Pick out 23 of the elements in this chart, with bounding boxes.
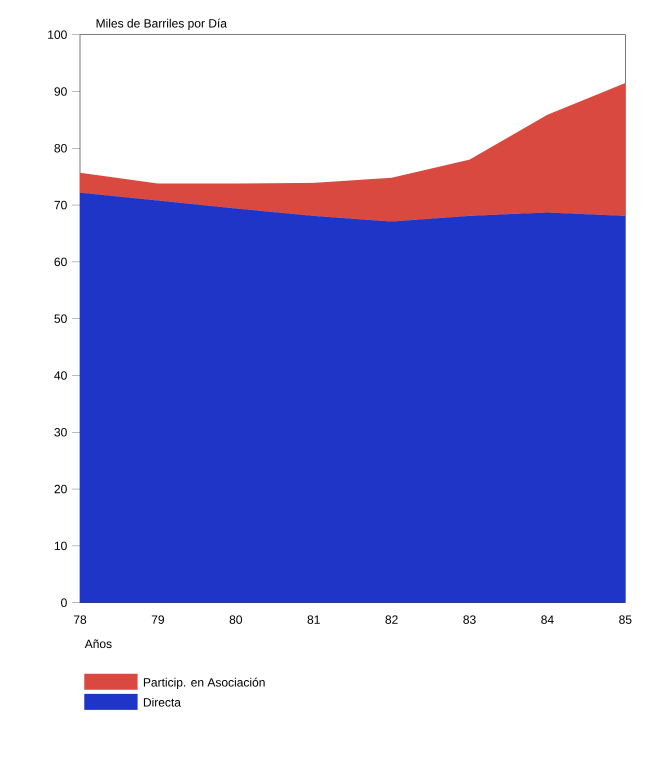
x-tick-label: 78 bbox=[74, 615, 86, 624]
y-tick-label: 30 bbox=[54, 428, 67, 437]
x-tick-label: 83 bbox=[463, 615, 476, 624]
y-tick-label: 80 bbox=[54, 144, 67, 153]
x-tick-label: 81 bbox=[308, 615, 320, 624]
y-tick-label: 50 bbox=[54, 314, 67, 323]
y-tick-label: 0 bbox=[61, 598, 67, 607]
x-tick-label: 84 bbox=[541, 615, 554, 624]
y-tick-label: 70 bbox=[54, 200, 67, 210]
y-tick-label: 40 bbox=[54, 371, 67, 380]
x-tick-label: 82 bbox=[385, 615, 398, 624]
x-tick-label: 85 bbox=[619, 615, 632, 624]
y-tick-label: 20 bbox=[54, 484, 67, 494]
legend-label: Directa bbox=[144, 698, 181, 707]
x-axis-title: Años bbox=[84, 639, 112, 648]
y-tick-label: 100 bbox=[48, 30, 67, 39]
legend-label: Particip. en Asociación bbox=[144, 678, 265, 689]
y-tick-label: 60 bbox=[54, 258, 67, 266]
x-tick-label: 80 bbox=[230, 615, 242, 624]
y-axis-title: Miles de Barriles por Día bbox=[96, 18, 227, 30]
x-tick-label: 79 bbox=[152, 615, 164, 624]
y-tick-label: 10 bbox=[54, 542, 67, 550]
y-tick-label: 90 bbox=[54, 87, 67, 96]
